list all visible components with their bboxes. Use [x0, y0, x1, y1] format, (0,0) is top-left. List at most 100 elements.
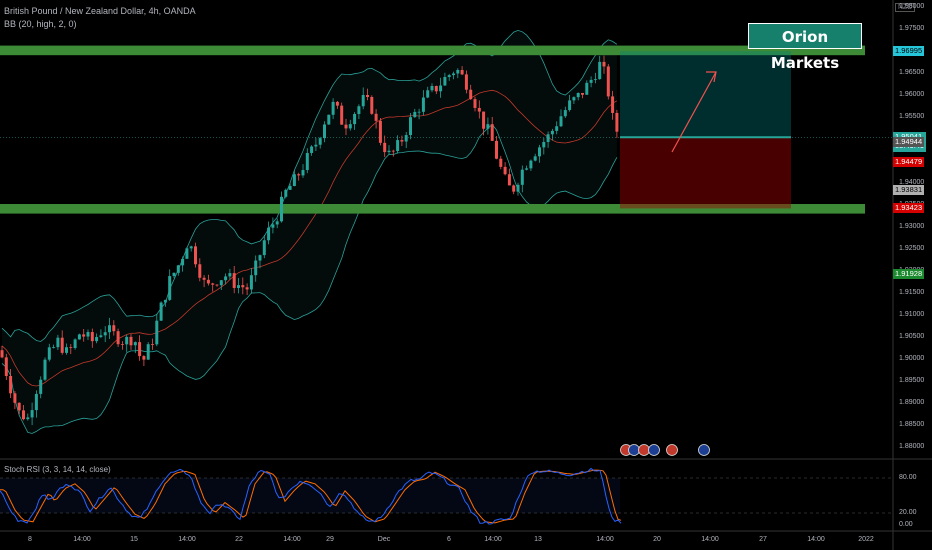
- candle-body: [542, 141, 546, 148]
- time-tick-label: 14:00: [807, 536, 825, 543]
- candle-body: [133, 342, 137, 346]
- candle-body: [486, 124, 490, 129]
- candle-body: [219, 280, 223, 286]
- candle-body: [490, 124, 494, 141]
- candle-body: [473, 99, 477, 108]
- candle-body: [60, 337, 64, 353]
- candle-body: [374, 113, 378, 121]
- candle-body: [327, 114, 331, 125]
- time-tick-label: 14:00: [701, 536, 719, 543]
- candle-body: [340, 105, 344, 125]
- candle-body: [224, 276, 228, 281]
- price-badge-value: 1.94479: [895, 156, 923, 166]
- time-tick-label: 14:00: [596, 536, 614, 543]
- candle-body: [30, 410, 34, 418]
- time-tick-label: Dec: [377, 536, 391, 543]
- projection-arrow: [671, 71, 717, 153]
- price-tick-label: 1.90000: [899, 355, 925, 362]
- candle-body: [103, 332, 107, 336]
- price-tick-label: 1.95500: [899, 113, 925, 120]
- candle-body: [159, 302, 163, 321]
- candle-body: [52, 347, 56, 348]
- stoch-d-line: [0, 469, 622, 524]
- candle-body: [176, 265, 180, 273]
- candle-body: [95, 337, 99, 342]
- rsi-tick-label: 0.00: [899, 520, 913, 528]
- rsi-tick-label: 20.00: [899, 509, 917, 516]
- candle-body: [520, 169, 524, 185]
- price-badge: 1.93831: [893, 185, 925, 196]
- candle-body: [563, 110, 567, 117]
- candle-body: [430, 86, 434, 91]
- price-tick-label: 1.97500: [899, 25, 925, 32]
- projection-arrow-head: [706, 71, 717, 83]
- bb-upper-band: [1, 29, 618, 342]
- candle-body: [288, 185, 292, 190]
- candle-body: [572, 97, 576, 101]
- candle-body: [280, 196, 283, 222]
- economic-event-icon: [628, 444, 640, 456]
- bb-basis: [1, 89, 618, 387]
- candle-body: [391, 150, 395, 152]
- economic-event-icon: [638, 444, 650, 456]
- price-tick-label: 1.94000: [899, 179, 925, 186]
- candle-body: [108, 325, 111, 333]
- candle-body: [576, 92, 580, 98]
- price-tick-label: 1.96500: [899, 69, 925, 76]
- price-badge-value: 1.95041: [895, 132, 922, 141]
- candle-body: [116, 331, 120, 345]
- candle-body: [529, 160, 533, 169]
- candle-body: [348, 124, 352, 129]
- candle-body: [168, 276, 172, 300]
- price-tick-label: 1.92500: [899, 245, 925, 252]
- candle-body: [366, 95, 369, 97]
- candle-body: [292, 174, 296, 186]
- candle-body: [228, 273, 232, 277]
- price-tick-label: 1.89000: [899, 399, 925, 406]
- candle-body: [421, 97, 425, 112]
- price-tick-label: 1.88000: [899, 443, 925, 450]
- candle-body: [383, 142, 387, 153]
- candle-body: [314, 144, 318, 147]
- candle-body: [568, 100, 572, 111]
- candle-body: [202, 277, 206, 280]
- candle-body: [56, 337, 60, 348]
- candle-body: [447, 75, 451, 78]
- economic-event-icon: [698, 444, 710, 456]
- time-tick-label: 14:00: [178, 536, 196, 543]
- brand-logo: Orion Markets: [748, 23, 862, 72]
- candle-body: [215, 284, 219, 286]
- candle-body: [90, 332, 94, 342]
- candle-body: [77, 334, 81, 340]
- candle-body: [456, 69, 460, 74]
- candle-body: [538, 147, 541, 157]
- candle-body: [69, 347, 73, 349]
- price-badge-value: 1.96995: [895, 46, 923, 56]
- candle-body: [593, 79, 597, 80]
- candle-body: [507, 174, 511, 186]
- candle-body: [409, 117, 412, 136]
- candle-body: [284, 189, 288, 197]
- stoch-k-line: [0, 467, 622, 525]
- candle-body: [460, 69, 464, 75]
- candle-body: [606, 66, 610, 97]
- candle-body: [249, 275, 253, 290]
- price-tick-label: 1.90500: [899, 333, 925, 340]
- price-tick-label: 1.91500: [899, 289, 925, 296]
- candle-body: [533, 156, 537, 161]
- time-tick-label: 14:00: [73, 536, 91, 543]
- currency-badge[interactable]: NZD: [895, 3, 916, 12]
- candle-body: [516, 184, 520, 192]
- candle-body: [512, 185, 516, 192]
- candle-body: [120, 344, 124, 346]
- candle-body: [26, 417, 30, 420]
- candle-body: [172, 272, 176, 277]
- candle-body: [146, 344, 150, 360]
- candle-body: [581, 92, 584, 95]
- candle-body: [155, 320, 159, 345]
- candle-body: [387, 150, 391, 153]
- time-tick-label: 20: [653, 536, 661, 543]
- candle-body: [434, 86, 438, 92]
- candle-body: [404, 135, 408, 142]
